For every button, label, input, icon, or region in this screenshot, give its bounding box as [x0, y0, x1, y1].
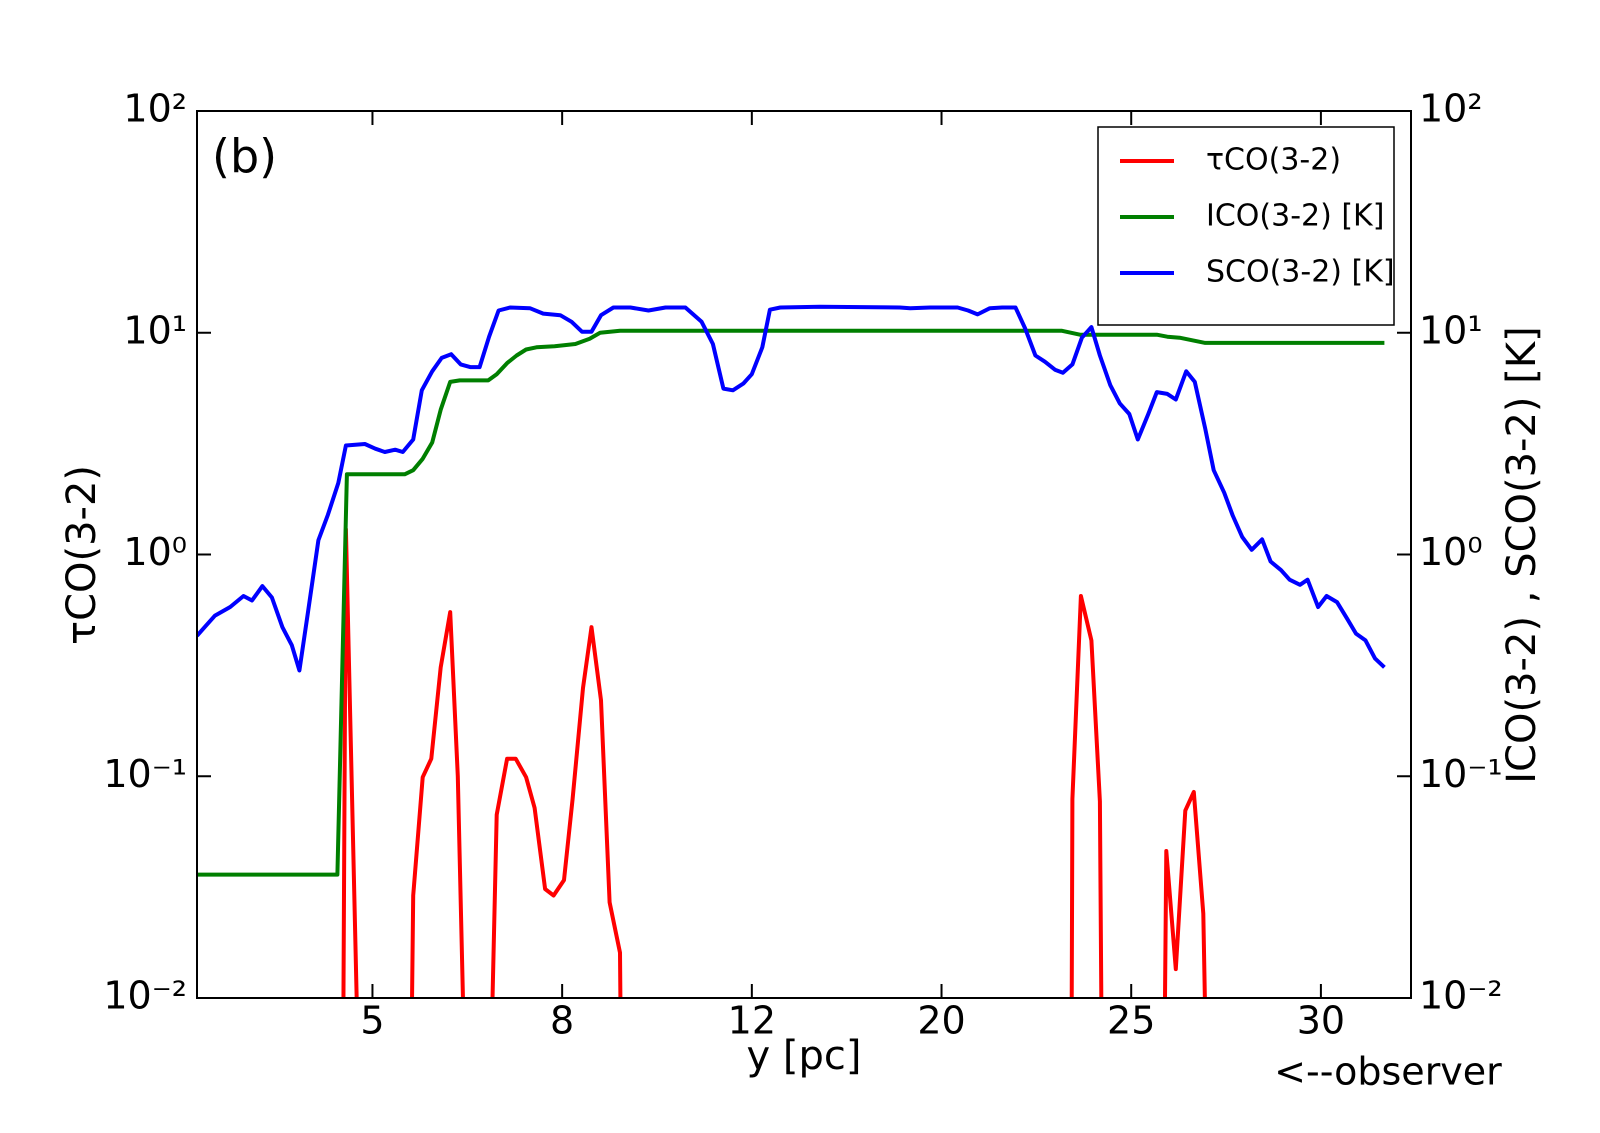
observer-note: <--observer — [1274, 1050, 1502, 1094]
y-tick-label: 10² — [123, 87, 187, 131]
x-tick-label: 5 — [360, 999, 384, 1043]
plot-frame — [196, 110, 1412, 999]
legend-label: τCO(3-2) — [1206, 143, 1341, 178]
y2-axis-label: ICO(3-2) , SCO(3-2) [K] — [1499, 326, 1545, 783]
y-axis-label: τCO(3-2) — [59, 465, 105, 645]
panel-label: (b) — [212, 130, 277, 184]
y-tick-label: 10¹ — [123, 308, 187, 352]
series-line — [197, 328, 1385, 877]
x-tick-label: 20 — [917, 999, 965, 1043]
x-tick-label: 30 — [1297, 999, 1345, 1043]
y-tick-label: 10⁻¹ — [103, 752, 187, 796]
legend-label: SCO(3-2) [K] — [1206, 255, 1395, 290]
y2-tick-label: 10⁻² — [1419, 974, 1503, 1018]
y2-tick-label: 10⁰ — [1419, 530, 1483, 574]
y-tick-label: 10⁰ — [123, 530, 187, 574]
y2-tick-label: 10⁻¹ — [1419, 752, 1503, 796]
y-tick-label: 10⁻² — [103, 974, 187, 1018]
y2-tick-label: 10¹ — [1419, 308, 1483, 352]
series-line — [197, 304, 1386, 673]
x-tick-label: 12 — [728, 999, 776, 1043]
legend-label: ICO(3-2) [K] — [1206, 199, 1384, 234]
x-tick-label: 8 — [550, 999, 574, 1043]
x-axis-label: y [pc] — [747, 1033, 862, 1079]
x-tick-label: 25 — [1107, 999, 1155, 1043]
y2-tick-label: 10² — [1419, 87, 1483, 131]
